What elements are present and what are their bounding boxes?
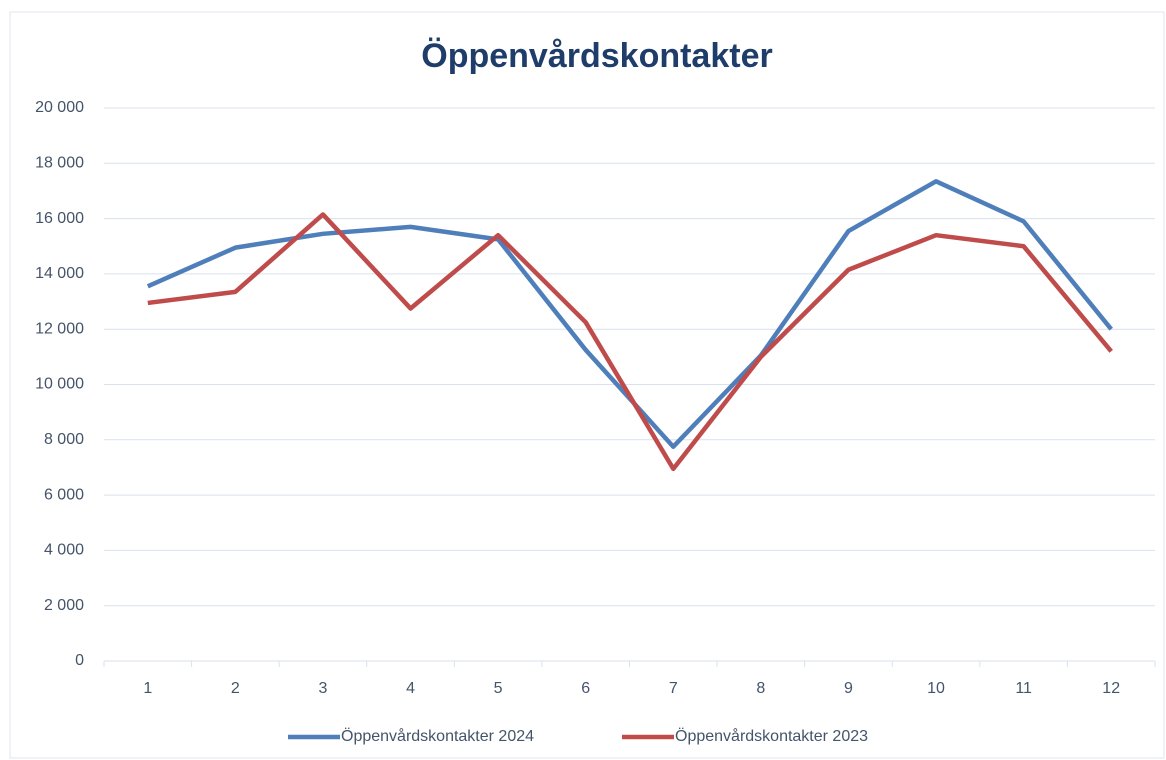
y-tick-label: 16 000 bbox=[35, 210, 84, 227]
x-tick-label: 7 bbox=[669, 680, 678, 697]
y-tick-label: 6 000 bbox=[44, 486, 84, 503]
y-tick-label: 0 bbox=[75, 652, 84, 669]
x-tick-label: 4 bbox=[406, 680, 415, 697]
x-tick-label: 11 bbox=[1015, 680, 1032, 697]
legend-label: Öppenvårdskontakter 2023 bbox=[675, 727, 868, 745]
x-tick-label: 12 bbox=[1102, 680, 1120, 697]
y-tick-label: 4 000 bbox=[44, 542, 84, 559]
series-line bbox=[147, 212, 1113, 472]
x-tick-label: 3 bbox=[319, 680, 328, 697]
y-tick-label: 10 000 bbox=[35, 376, 84, 393]
x-tick-label: 10 bbox=[927, 680, 945, 697]
x-tick-label: 8 bbox=[756, 680, 765, 697]
y-tick-label: 12 000 bbox=[35, 320, 84, 337]
chart-title: Öppenvårdskontakter bbox=[421, 37, 772, 75]
legend-label: Öppenvårdskontakter 2024 bbox=[341, 727, 534, 745]
y-tick-label: 14 000 bbox=[35, 265, 84, 282]
x-tick-label: 5 bbox=[494, 680, 503, 697]
y-tick-label: 20 000 bbox=[35, 99, 84, 116]
y-tick-label: 18 000 bbox=[35, 155, 84, 172]
y-tick-label: 8 000 bbox=[44, 431, 84, 448]
x-tick-label: 1 bbox=[143, 680, 152, 697]
x-tick-label: 2 bbox=[231, 680, 240, 697]
x-tick-label: 6 bbox=[581, 680, 590, 697]
y-tick-label: 2 000 bbox=[44, 597, 84, 614]
x-tick-label: 9 bbox=[844, 680, 853, 697]
